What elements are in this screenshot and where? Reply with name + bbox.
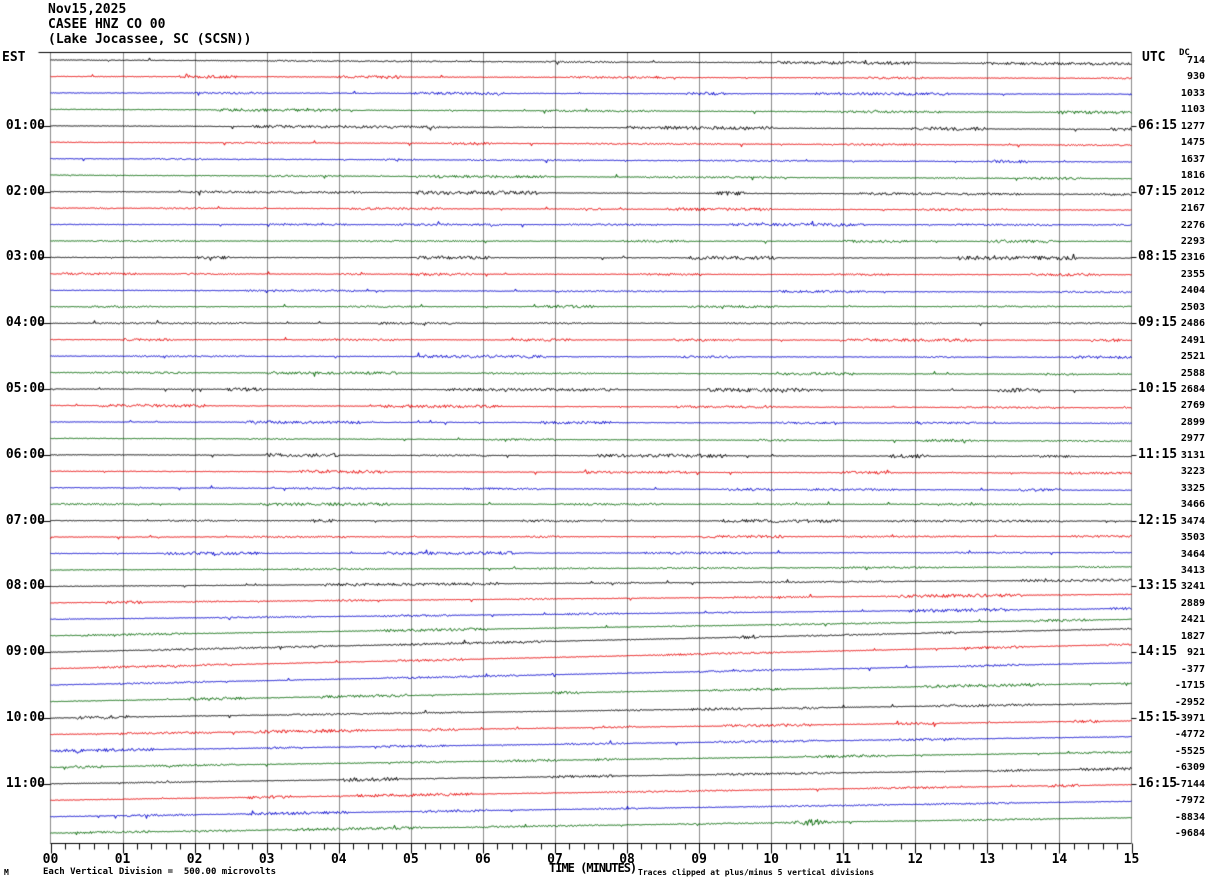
title-station: CASEE HNZ CO 00 (48, 17, 166, 32)
est-hour-label: 01:00 (5, 117, 45, 133)
minute-tick-label: 08 (619, 852, 635, 867)
dc-offset-value: 1475 (1180, 137, 1205, 149)
minute-tick-label: 01 (114, 852, 131, 867)
utc-hour-label: 13:15 (1138, 578, 1178, 594)
dc-offset-value: 2503 (1180, 301, 1205, 313)
dc-offset-value: -7972 (1174, 795, 1205, 807)
dc-offset-value: 2276 (1180, 219, 1205, 231)
dc-offset-value: 1277 (1180, 120, 1205, 132)
corner-mark: M (4, 868, 9, 877)
minute-tick-label: 06 (475, 852, 491, 867)
est-hour-label: 09:00 (5, 644, 45, 660)
dc-offset-value: 2355 (1180, 268, 1205, 280)
utc-hour-label: 11:15 (1138, 446, 1178, 462)
dc-offset-value: -3971 (1174, 713, 1205, 724)
dc-offset-value: 3325 (1180, 482, 1205, 494)
utc-hour-label: 16:15 (1138, 775, 1178, 791)
dc-offset-value: -8834 (1174, 811, 1205, 823)
minute-tick-label: 05 (403, 852, 419, 867)
dc-column-header: DC (1179, 48, 1190, 58)
clip-note: Traces clipped at plus/minus 5 vertical … (638, 868, 875, 877)
dc-offset-value: 3474 (1180, 515, 1205, 527)
dc-offset-value: 2588 (1180, 367, 1205, 379)
dc-offset-value: 3241 (1180, 581, 1205, 593)
dc-offset-value: 3466 (1180, 499, 1205, 511)
utc-hour-label: 15:15 (1138, 710, 1178, 725)
dc-offset-value: 1637 (1180, 153, 1205, 165)
scale-note: Each Vertical Division = 500.00 microvol… (43, 867, 276, 877)
right-timezone-label: UTC (1142, 50, 1166, 65)
dc-offset-value: 930 (1186, 71, 1205, 83)
dc-offset-value: -5525 (1174, 745, 1205, 757)
dc-offset-value: 3503 (1180, 532, 1205, 544)
utc-hour-label: 14:15 (1138, 644, 1178, 660)
dc-offset-value: 921 (1186, 647, 1205, 659)
dc-offset-value: -2952 (1174, 696, 1205, 708)
dc-offset-value: 1103 (1180, 104, 1205, 116)
minute-tick-label: 07 (547, 852, 563, 867)
dc-offset-value: 2521 (1180, 351, 1205, 363)
est-hour-label: 04:00 (5, 315, 45, 331)
left-timezone-label: EST (2, 50, 26, 65)
dc-offset-value: 2012 (1180, 186, 1205, 198)
dc-offset-value: 2404 (1180, 285, 1205, 297)
dc-offset-value: 1816 (1180, 170, 1205, 182)
est-hour-label: 11:00 (5, 775, 45, 791)
title-date: Nov15,2025 (48, 2, 127, 17)
minute-tick-label: 13 (979, 852, 996, 867)
dc-offset-value: 2491 (1180, 334, 1205, 346)
minute-tick-label: 00 (42, 852, 59, 867)
dc-offset-value: 2889 (1180, 597, 1205, 609)
minute-tick-label: 15 (1123, 852, 1140, 867)
dc-offset-value: 2486 (1180, 318, 1205, 330)
minute-tick-label: 02 (186, 852, 203, 867)
minute-tick-label: 03 (258, 852, 275, 867)
dc-offset-value: 3223 (1180, 466, 1205, 478)
x-axis-title: TIME (MINUTES) (549, 861, 637, 875)
utc-hour-label: 10:15 (1138, 381, 1178, 396)
est-hour-label: 02:00 (5, 183, 45, 199)
utc-hour-label: 08:15 (1138, 249, 1178, 265)
dc-offset-value: 3413 (1180, 564, 1205, 576)
dc-offset-value: 2899 (1180, 416, 1205, 428)
dc-offset-value: 3464 (1180, 548, 1205, 560)
minute-tick-label: 10 (763, 852, 779, 867)
dc-offset-value: 1827 (1180, 630, 1205, 642)
dc-offset-value: 2293 (1180, 235, 1205, 247)
dc-offset-value: 2977 (1180, 433, 1205, 445)
dc-offset-value: 2316 (1180, 252, 1205, 264)
minute-tick-label: 12 (907, 852, 924, 867)
dc-offset-value: -377 (1180, 663, 1205, 675)
dc-offset-value: -6309 (1174, 762, 1205, 774)
dc-offset-value: 714 (1186, 55, 1205, 66)
utc-hour-label: 06:15 (1138, 117, 1178, 133)
title-location: (Lake Jocassee, SC (SCSN)) (48, 32, 252, 47)
utc-hour-label: 12:15 (1138, 512, 1178, 528)
dc-offset-value: 2421 (1180, 614, 1205, 626)
minute-tick-label: 04 (330, 852, 347, 867)
dc-offset-value: 2769 (1180, 400, 1205, 412)
minute-tick-label: 11 (835, 852, 852, 867)
minute-tick-label: 09 (691, 852, 707, 867)
utc-hour-label: 09:15 (1138, 315, 1178, 331)
minute-tick-label: 14 (1051, 852, 1068, 867)
dc-offset-value: 1033 (1180, 87, 1205, 99)
est-hour-label: 06:00 (5, 446, 45, 462)
dc-offset-value: -9684 (1174, 828, 1205, 840)
dc-offset-value: 2684 (1180, 384, 1205, 395)
dc-offset-value: -7144 (1174, 778, 1205, 790)
est-hour-label: 05:00 (5, 381, 45, 396)
dc-offset-value: 2167 (1180, 203, 1205, 215)
est-hour-label: 03:00 (5, 249, 45, 265)
dc-offset-value: -1715 (1174, 680, 1205, 692)
dc-offset-value: -4772 (1174, 729, 1205, 741)
est-hour-label: 08:00 (5, 578, 45, 594)
est-hour-label: 07:00 (5, 512, 45, 528)
est-hour-label: 10:00 (5, 710, 45, 725)
utc-hour-label: 07:15 (1138, 183, 1178, 199)
dc-offset-value: 3131 (1180, 449, 1205, 461)
